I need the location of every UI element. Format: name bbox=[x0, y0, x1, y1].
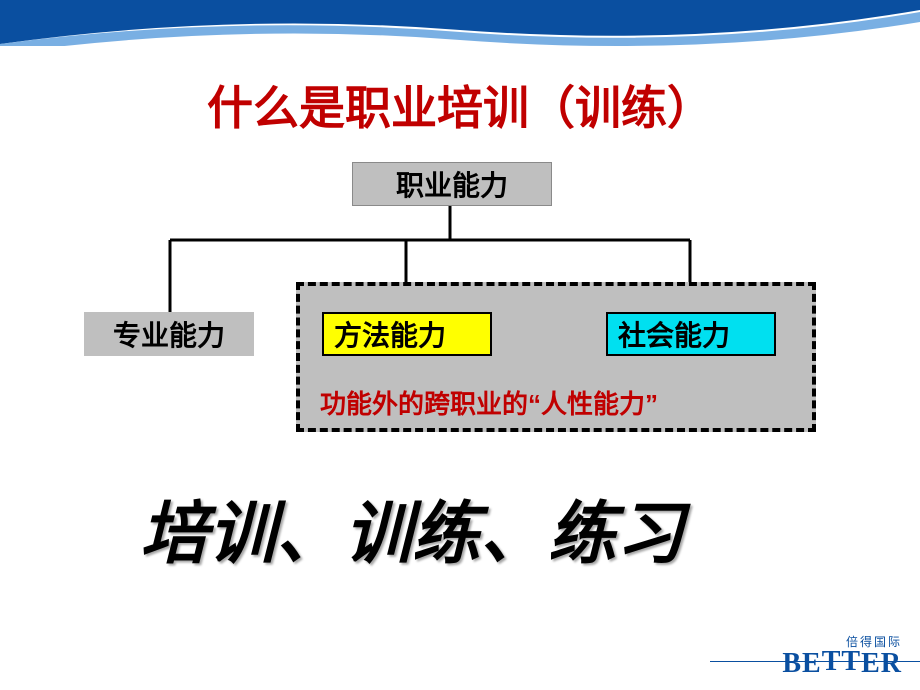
node-social-ability: 社会能力 bbox=[606, 312, 776, 356]
slide-title: 什么是职业培训（训练） bbox=[0, 72, 920, 138]
header-swoosh bbox=[0, 0, 920, 46]
brand-logo: 倍得国际 BETTER bbox=[782, 636, 902, 678]
logo-en: BETTER bbox=[782, 648, 902, 679]
group-caption: 功能外的跨职业的“人性能力” bbox=[320, 384, 658, 421]
node-label: 社会能力 bbox=[618, 314, 730, 354]
node-method-ability: 方法能力 bbox=[322, 312, 492, 356]
node-professional-ability: 职业能力 bbox=[352, 162, 552, 206]
node-label: 专业能力 bbox=[113, 314, 225, 354]
slide: { "title": { "text": "什么是职业培训（训练）", "col… bbox=[0, 0, 920, 690]
node-label: 方法能力 bbox=[334, 314, 446, 354]
node-specialty-ability: 专业能力 bbox=[84, 312, 254, 356]
node-label: 职业能力 bbox=[396, 164, 508, 204]
bottom-callout: 培训、训练、练习 bbox=[140, 478, 684, 577]
